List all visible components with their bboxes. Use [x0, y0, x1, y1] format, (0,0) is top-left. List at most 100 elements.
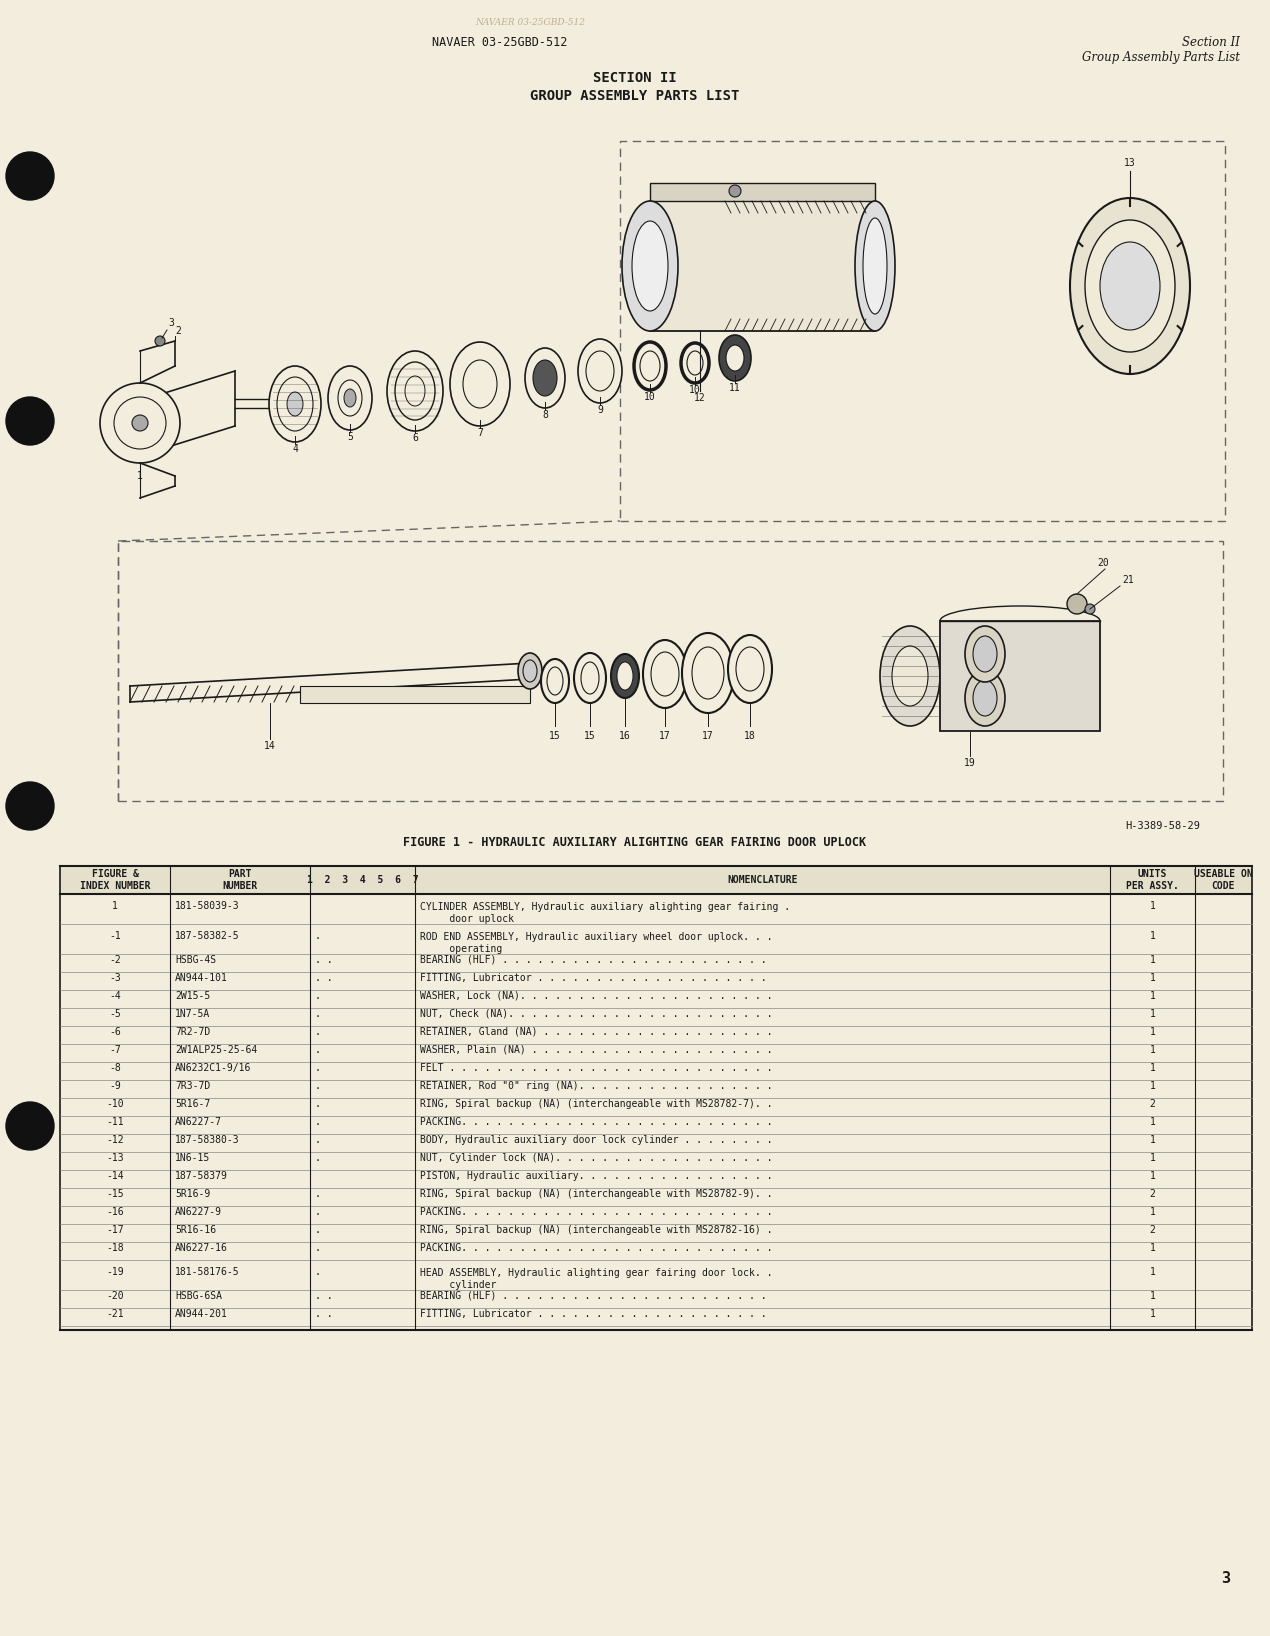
Text: 1: 1: [1149, 1207, 1156, 1217]
Circle shape: [6, 1103, 55, 1150]
Text: .: .: [315, 1027, 321, 1037]
Circle shape: [114, 398, 166, 448]
Text: . .: . .: [315, 1291, 333, 1301]
Ellipse shape: [585, 352, 613, 391]
Circle shape: [729, 185, 740, 196]
Text: -18: -18: [107, 1243, 123, 1253]
Text: AN6227-9: AN6227-9: [175, 1207, 222, 1217]
Ellipse shape: [728, 635, 772, 703]
Text: FITTING, Lubricator . . . . . . . . . . . . . . . . . . . .: FITTING, Lubricator . . . . . . . . . . …: [420, 1309, 767, 1319]
Text: BEARING (HLF) . . . . . . . . . . . . . . . . . . . . . . .: BEARING (HLF) . . . . . . . . . . . . . …: [420, 955, 767, 965]
Ellipse shape: [287, 393, 304, 416]
Text: 10: 10: [644, 393, 655, 402]
Text: -20: -20: [107, 1291, 123, 1301]
Ellipse shape: [533, 360, 558, 396]
Text: RING, Spiral backup (NA) (interchangeable with MS28782-9). .: RING, Spiral backup (NA) (interchangeabl…: [420, 1189, 772, 1199]
Text: 1: 1: [1149, 1291, 1156, 1301]
Text: 16: 16: [620, 731, 631, 741]
Text: 187-58380-3: 187-58380-3: [175, 1135, 240, 1145]
Text: 2: 2: [175, 326, 180, 335]
Text: .: .: [315, 1153, 321, 1163]
Ellipse shape: [682, 633, 734, 713]
Ellipse shape: [622, 201, 678, 330]
Text: SECTION II: SECTION II: [593, 70, 677, 85]
Text: 12: 12: [695, 393, 706, 402]
Text: -3: -3: [109, 973, 121, 983]
Text: PACKING. . . . . . . . . . . . . . . . . . . . . . . . . . .: PACKING. . . . . . . . . . . . . . . . .…: [420, 1243, 772, 1253]
Ellipse shape: [880, 627, 940, 726]
Ellipse shape: [387, 352, 443, 430]
Ellipse shape: [547, 667, 563, 695]
Text: .: .: [315, 1266, 321, 1278]
Text: 5R16-16: 5R16-16: [175, 1225, 216, 1235]
Text: .: .: [315, 1099, 321, 1109]
Text: .: .: [315, 1189, 321, 1199]
Text: 3: 3: [1220, 1571, 1231, 1585]
Text: .: .: [315, 931, 321, 941]
Text: NUT, Cylinder lock (NA). . . . . . . . . . . . . . . . . . .: NUT, Cylinder lock (NA). . . . . . . . .…: [420, 1153, 772, 1163]
Ellipse shape: [269, 366, 321, 442]
Text: 1: 1: [1149, 1081, 1156, 1091]
Text: 1  2  3  4  5  6  7: 1 2 3 4 5 6 7: [306, 875, 418, 885]
Text: CYLINDER ASSEMBLY, Hydraulic auxiliary alighting gear fairing .: CYLINDER ASSEMBLY, Hydraulic auxiliary a…: [420, 901, 790, 911]
Ellipse shape: [578, 339, 622, 402]
Text: -4: -4: [109, 991, 121, 1001]
Circle shape: [100, 383, 180, 463]
Ellipse shape: [541, 659, 569, 703]
Ellipse shape: [855, 201, 895, 330]
Ellipse shape: [681, 344, 709, 383]
Text: PISTON, Hydraulic auxiliary. . . . . . . . . . . . . . . . .: PISTON, Hydraulic auxiliary. . . . . . .…: [420, 1171, 772, 1181]
Text: 13: 13: [1124, 159, 1135, 169]
Ellipse shape: [405, 376, 425, 406]
Text: .: .: [315, 1117, 321, 1127]
Text: WASHER, Lock (NA). . . . . . . . . . . . . . . . . . . . . .: WASHER, Lock (NA). . . . . . . . . . . .…: [420, 991, 772, 1001]
Text: 2: 2: [1149, 1225, 1156, 1235]
Text: 2W1ALP25-25-64: 2W1ALP25-25-64: [175, 1045, 258, 1055]
Ellipse shape: [719, 335, 751, 381]
Ellipse shape: [640, 352, 660, 381]
Text: RETAINER, Rod "0" ring (NA). . . . . . . . . . . . . . . . .: RETAINER, Rod "0" ring (NA). . . . . . .…: [420, 1081, 772, 1091]
Text: 1: 1: [1149, 955, 1156, 965]
Circle shape: [155, 335, 165, 345]
Text: 181-58039-3: 181-58039-3: [175, 901, 240, 911]
Text: NOMENCLATURE: NOMENCLATURE: [728, 875, 798, 885]
Text: 187-58379: 187-58379: [175, 1171, 227, 1181]
Text: 17: 17: [702, 731, 714, 741]
Text: BODY, Hydraulic auxiliary door lock cylinder . . . . . . . .: BODY, Hydraulic auxiliary door lock cyli…: [420, 1135, 772, 1145]
Text: 1N7-5A: 1N7-5A: [175, 1009, 211, 1019]
Text: 1: 1: [1149, 991, 1156, 1001]
Text: 7R3-7D: 7R3-7D: [175, 1081, 211, 1091]
Text: 3: 3: [168, 317, 174, 327]
Text: operating: operating: [420, 944, 502, 954]
Text: 1: 1: [1149, 1009, 1156, 1019]
Text: -10: -10: [107, 1099, 123, 1109]
Circle shape: [1067, 594, 1087, 614]
Text: 1: 1: [1149, 1117, 1156, 1127]
Text: .: .: [315, 1207, 321, 1217]
Text: RETAINER, Gland (NA) . . . . . . . . . . . . . . . . . . . .: RETAINER, Gland (NA) . . . . . . . . . .…: [420, 1027, 772, 1037]
Circle shape: [6, 398, 55, 445]
Text: 1: 1: [1149, 1266, 1156, 1278]
Ellipse shape: [632, 221, 668, 311]
Text: AN6227-16: AN6227-16: [175, 1243, 227, 1253]
Ellipse shape: [726, 345, 744, 371]
Text: 1: 1: [1149, 931, 1156, 941]
Text: AN944-201: AN944-201: [175, 1309, 227, 1319]
Bar: [60, 865, 1252, 1330]
Text: 1N6-15: 1N6-15: [175, 1153, 211, 1163]
Circle shape: [1085, 604, 1095, 614]
Ellipse shape: [737, 646, 765, 690]
Text: 1: 1: [1149, 901, 1156, 911]
Text: 1: 1: [1149, 1153, 1156, 1163]
Text: Group Assembly Parts List: Group Assembly Parts List: [1082, 51, 1240, 64]
Ellipse shape: [450, 342, 511, 425]
Text: 7: 7: [478, 429, 483, 438]
Ellipse shape: [965, 627, 1005, 682]
Text: FIGURE 1 - HYDRAULIC AUXILIARY ALIGHTING GEAR FAIRING DOOR UPLOCK: FIGURE 1 - HYDRAULIC AUXILIARY ALIGHTING…: [404, 836, 866, 849]
Ellipse shape: [652, 653, 679, 695]
Text: 181-58176-5: 181-58176-5: [175, 1266, 240, 1278]
Ellipse shape: [580, 663, 599, 694]
Text: 1: 1: [1149, 1171, 1156, 1181]
Ellipse shape: [687, 352, 704, 375]
Circle shape: [6, 782, 55, 829]
